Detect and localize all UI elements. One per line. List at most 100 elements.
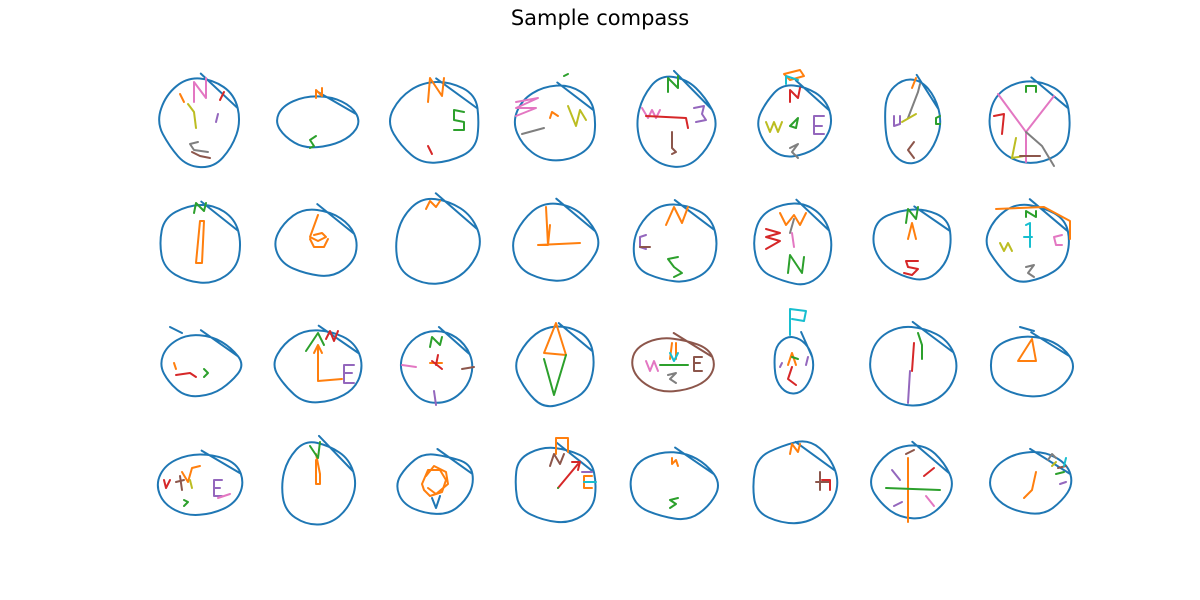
compass-outline — [870, 440, 953, 520]
sketch-stroke — [1025, 131, 1055, 167]
sketch-stroke — [1051, 461, 1057, 467]
sketch-stroke — [671, 457, 679, 467]
sketch-stroke — [791, 232, 795, 248]
compass-sketch-21 — [631, 332, 715, 393]
sketch-stroke — [1025, 210, 1037, 218]
sketch-stroke — [813, 115, 825, 135]
sketch-stroke — [765, 121, 783, 133]
compass-sketch-7 — [884, 73, 942, 165]
sketch-stroke — [789, 308, 807, 336]
sketch-stroke — [1023, 222, 1033, 248]
compass-sketch-8 — [988, 76, 1071, 167]
compass-outline — [773, 331, 815, 395]
compass-outline — [156, 449, 244, 516]
compass-outline — [752, 440, 839, 525]
compass-sketch-27 — [396, 448, 474, 515]
compass-outline — [988, 76, 1071, 164]
compass-sketch-23 — [869, 320, 958, 407]
sketch-stroke — [549, 111, 559, 119]
sketch-stroke — [191, 151, 211, 159]
compass-sketch-30 — [752, 440, 839, 525]
compass-outline — [631, 332, 715, 393]
sketch-stroke — [911, 342, 915, 372]
sketch-stroke — [217, 493, 231, 499]
sketch-stroke — [641, 107, 661, 119]
sketch-stroke — [431, 495, 441, 509]
sketch-stroke — [901, 113, 917, 123]
sketch-stroke — [787, 366, 797, 386]
sketch-stroke — [325, 330, 339, 342]
compass-sketch-11 — [395, 192, 481, 285]
sketch-stroke — [343, 364, 355, 384]
compass-outline — [884, 73, 942, 165]
sketch-stroke — [1025, 264, 1035, 278]
sketch-stroke — [401, 364, 417, 368]
compass-sketch-5 — [636, 69, 717, 168]
sketch-stroke — [1059, 481, 1067, 485]
compass-sketch-32 — [989, 447, 1073, 515]
compass-outline — [515, 322, 595, 408]
sketch-stroke — [515, 97, 539, 117]
sketch-stroke — [309, 441, 321, 459]
compass-outline — [512, 197, 600, 282]
compass-sketch-1 — [158, 72, 241, 169]
sketch-stroke — [789, 443, 801, 455]
sketch-stroke — [213, 479, 223, 497]
sketch-stroke — [905, 206, 919, 224]
sketch-stroke — [1055, 471, 1065, 475]
sketch-stroke — [189, 141, 209, 153]
sketch-stroke — [893, 115, 901, 127]
compass-sketch-16 — [985, 198, 1071, 283]
compass-sketch-20 — [515, 322, 595, 408]
sketch-stroke — [1017, 338, 1037, 362]
compass-outline — [160, 329, 243, 398]
compass-outline — [989, 447, 1073, 515]
sketch-stroke — [1063, 457, 1067, 467]
sketch-stroke — [787, 254, 805, 274]
sketch-stroke — [791, 356, 799, 360]
sketch-stroke — [549, 453, 565, 467]
sketch-stroke — [665, 206, 689, 226]
sketch-stroke — [163, 479, 171, 489]
sketch-stroke — [429, 336, 443, 348]
sketch-stroke — [907, 222, 917, 240]
compass-outline — [274, 203, 358, 277]
sketch-stroke — [193, 77, 207, 103]
sketch-stroke — [461, 366, 475, 370]
sketch-stroke — [787, 352, 797, 366]
compass-sketch-4 — [513, 73, 597, 162]
sketch-stroke — [425, 465, 449, 495]
sketch-stroke — [215, 113, 219, 123]
sketch-stroke — [779, 356, 809, 368]
compass-outline — [636, 69, 717, 168]
compass-sketch-12 — [512, 197, 600, 282]
sketch-stroke — [693, 356, 703, 372]
sketch-stroke — [667, 372, 677, 384]
sketch-stroke — [203, 368, 209, 378]
sketch-stroke — [313, 344, 343, 382]
compass-sketch-31 — [870, 440, 953, 523]
sketch-stroke — [645, 115, 689, 129]
sketch-stroke — [181, 465, 201, 483]
compass-sketch-24 — [989, 326, 1074, 398]
sketch-stroke — [671, 131, 677, 155]
sketch-stroke — [891, 469, 903, 507]
compass-outline — [158, 72, 241, 169]
sketch-stroke — [183, 499, 189, 507]
sketch-stroke — [669, 352, 679, 362]
sketch-stroke — [433, 390, 437, 406]
compass-sketch-14 — [753, 198, 833, 286]
sketch-stroke — [765, 228, 781, 250]
sketch-stroke — [175, 372, 197, 378]
sketch-stroke — [693, 105, 707, 123]
sketch-stroke — [911, 77, 917, 89]
compass-sketch-3 — [389, 77, 480, 164]
compass-sketch-15 — [872, 205, 952, 281]
compass-sketch-2 — [276, 87, 360, 149]
compass-outline — [629, 446, 719, 521]
sketch-stroke — [179, 93, 185, 103]
sketch-stroke — [815, 471, 831, 491]
compass-sketch-19 — [399, 326, 475, 406]
sketch-stroke — [885, 487, 941, 491]
sketch-stroke — [925, 495, 935, 507]
